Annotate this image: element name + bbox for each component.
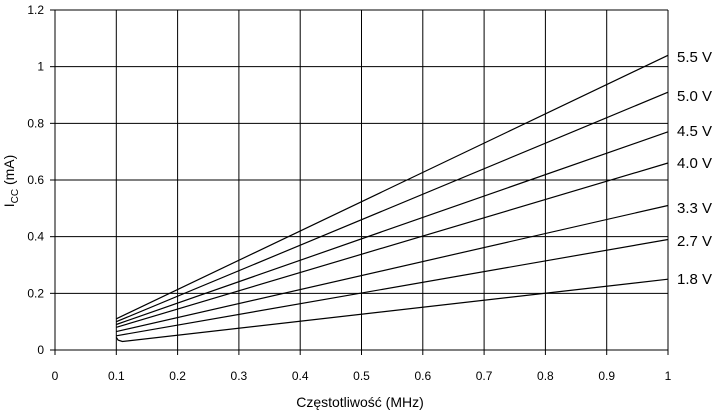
series-label: 3.3 V (677, 200, 712, 217)
series-label: 5.0 V (677, 88, 712, 105)
x-tick-label: 0.4 (292, 369, 309, 383)
series-labels: 5.5 V 5.0 V 4.5 V 4.0 V 3.3 V 2.7 V 1.8 V (677, 49, 712, 288)
x-tick-label: 0.8 (537, 369, 554, 383)
series-label: 2.7 V (677, 233, 712, 250)
series-line (116, 238, 669, 337)
series-line (115, 278, 669, 343)
x-tick-label: 0.9 (598, 369, 615, 383)
y-axis-title-unit: (mA) (1, 155, 17, 189)
y-axis-title: ICC (mA) (1, 155, 21, 208)
y-axis-title-sub: CC (10, 189, 21, 203)
x-tick-label: 0.6 (414, 369, 431, 383)
series-label: 4.5 V (677, 123, 712, 140)
series-label: 1.8 V (677, 271, 712, 288)
x-tick-label: 0.3 (231, 369, 248, 383)
x-axis: 0 0.1 0.2 0.3 0.4 0.5 0.6 0.7 0.8 0.9 1 (52, 350, 672, 383)
x-axis-title: Częstotliwość (MHz) (296, 394, 424, 410)
series-line (116, 162, 669, 328)
series-label: 5.5 V (677, 49, 712, 66)
y-tick-label: 0.8 (27, 116, 44, 130)
x-tick-label: 1 (665, 369, 672, 383)
grid (54, 9, 669, 351)
y-axis-title-main: I (1, 203, 17, 207)
x-tick-label: 0.2 (169, 369, 186, 383)
y-tick-label: 0.6 (27, 173, 44, 187)
y-tick-label: 0.4 (27, 230, 44, 244)
series-line (116, 204, 669, 333)
x-tick-label: 0 (52, 369, 59, 383)
y-tick-label: 1 (37, 60, 44, 74)
y-tick-label: 1.2 (27, 3, 44, 17)
x-tick-label: 0.7 (476, 369, 493, 383)
series-lines (115, 54, 669, 343)
series-line (116, 54, 669, 320)
series-line (116, 131, 669, 326)
series-line (116, 91, 669, 323)
series-label: 4.0 V (677, 155, 712, 172)
x-tick-label: 0.5 (353, 369, 370, 383)
y-axis: 0 0.2 0.4 0.6 0.8 1 1.2 (27, 3, 55, 357)
y-tick-label: 0.2 (27, 286, 44, 300)
x-tick-label: 0.1 (108, 369, 125, 383)
y-tick-label: 0 (37, 343, 44, 357)
